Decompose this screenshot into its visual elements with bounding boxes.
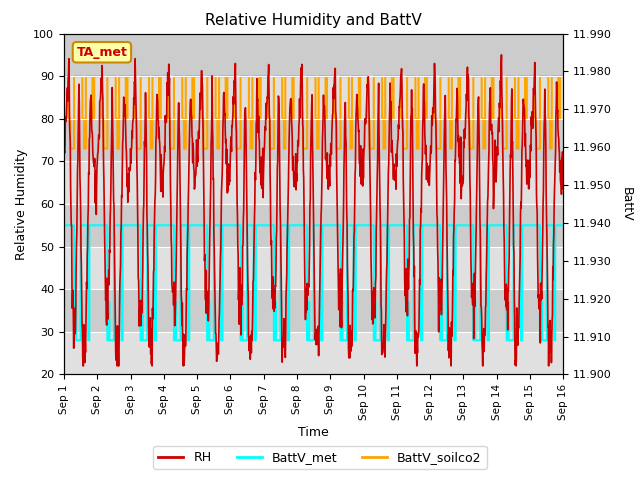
Bar	[64, 76, 563, 119]
X-axis label: Time: Time	[298, 426, 329, 439]
Text: TA_met: TA_met	[77, 46, 127, 59]
Legend: RH, BattV_met, BattV_soilco2: RH, BattV_met, BattV_soilco2	[154, 446, 486, 469]
Title: Relative Humidity and BattV: Relative Humidity and BattV	[205, 13, 422, 28]
Y-axis label: Relative Humidity: Relative Humidity	[15, 148, 28, 260]
Bar	[64, 34, 563, 76]
Bar	[64, 289, 563, 332]
Bar	[64, 119, 563, 161]
Bar	[64, 204, 563, 247]
Bar	[64, 247, 563, 289]
Y-axis label: BattV: BattV	[620, 187, 632, 221]
Bar	[64, 161, 563, 204]
Bar	[64, 332, 563, 374]
